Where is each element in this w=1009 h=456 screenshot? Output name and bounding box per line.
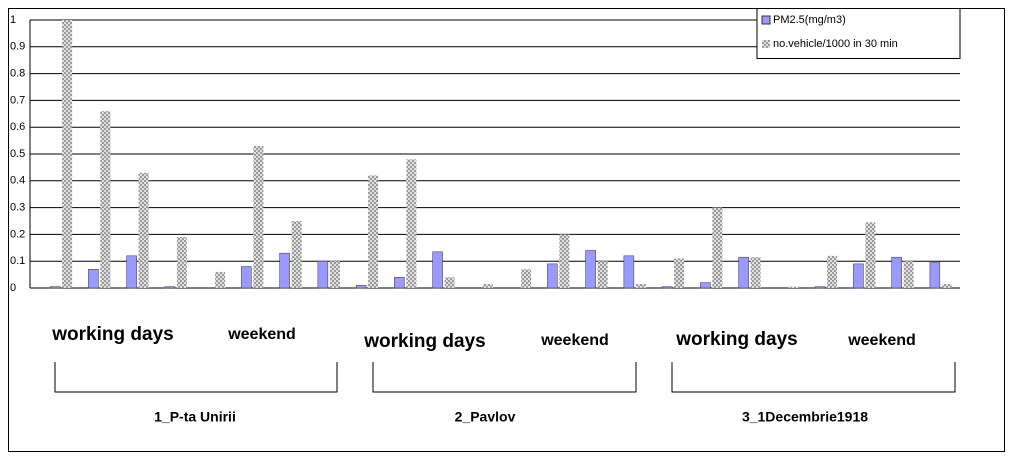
y-tick-label: 0 [10,282,16,294]
bar [138,172,149,288]
legend-swatch [762,40,770,48]
bar [368,175,379,288]
bar [674,258,685,288]
bar [623,255,635,289]
bar [126,255,137,289]
period-label: weekend [847,332,916,349]
bar [444,277,455,288]
bar [215,271,226,288]
bar [355,285,367,289]
bar [865,222,876,288]
bar [941,283,952,288]
bar [712,207,723,288]
y-tick-label: 0.1 [10,255,25,267]
y-tick-label: 0.7 [10,94,25,106]
period-label: working days [363,331,485,352]
bar [661,286,673,289]
period-label: weekend [227,326,296,343]
bar [291,221,302,288]
bar [49,286,61,289]
y-tick-label: 0.8 [10,68,25,80]
y-tick-label: 1 [10,14,16,26]
frame [8,8,1005,452]
location-label: 1_P-ta Unirii [154,409,236,425]
bar [929,262,941,289]
bar [700,282,711,289]
bar [253,145,264,288]
legend-label: no.vehicle/1000 in 30 min [773,38,898,50]
bar [788,286,799,288]
bar [903,261,914,288]
bar [521,269,532,288]
period-label: weekend [540,332,609,349]
y-tick-label: 0.4 [10,175,25,187]
location-label: 3_1Decembrie1918 [742,409,868,425]
bar [891,256,902,289]
bar [88,268,99,289]
brackets [54,362,956,393]
bar [279,252,290,289]
bar [559,234,570,288]
period-label: working days [51,324,173,345]
bar [62,20,73,288]
bar [100,111,111,289]
bar [853,263,864,289]
bar [597,261,608,288]
y-tick-label: 0.5 [10,148,25,160]
bar [164,286,176,289]
period-label: working days [675,329,797,350]
bar [635,283,646,288]
bar [329,261,340,288]
y-tick-label: 0.2 [10,228,25,240]
y-tick-label: 0.3 [10,202,25,214]
bar [827,255,838,288]
location-label: 2_Pavlov [455,409,516,425]
bar [585,250,596,289]
bar [406,159,417,288]
bar [394,277,405,289]
y-tick-label: 0.9 [10,41,25,53]
bar [241,266,252,289]
bar [738,256,749,289]
y-tick-label: 0.6 [10,121,25,133]
bar [482,283,493,288]
legend-box [756,8,961,59]
legend-label: PM2.5(mg/m3) [773,14,846,26]
bar [176,237,187,288]
bar [432,251,443,289]
bar [750,257,761,288]
bar [814,286,826,289]
legend-swatch [761,15,771,25]
bar [317,260,329,289]
bar [547,263,558,289]
